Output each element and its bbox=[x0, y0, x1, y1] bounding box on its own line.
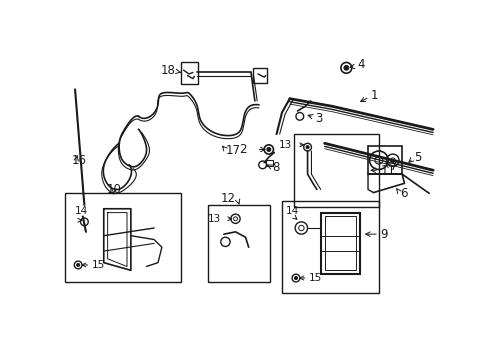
Bar bbox=[65, 193, 181, 282]
Text: 13: 13 bbox=[207, 214, 220, 224]
Bar bbox=[320, 213, 359, 274]
Text: 11: 11 bbox=[380, 164, 395, 177]
Text: 16: 16 bbox=[72, 154, 87, 167]
Bar bbox=[282, 201, 378, 293]
Text: 4: 4 bbox=[356, 58, 364, 71]
Text: 14: 14 bbox=[285, 206, 299, 216]
Bar bbox=[208, 205, 270, 282]
Bar bbox=[181, 62, 198, 84]
Text: 8: 8 bbox=[271, 161, 279, 175]
Bar bbox=[293, 134, 378, 207]
Bar bbox=[324, 216, 355, 270]
Bar bbox=[265, 160, 273, 166]
Bar bbox=[253, 68, 267, 83]
Text: 15: 15 bbox=[92, 260, 105, 270]
Bar bbox=[367, 147, 401, 174]
Circle shape bbox=[294, 276, 297, 280]
Circle shape bbox=[305, 145, 308, 149]
Text: 12: 12 bbox=[220, 192, 235, 205]
Text: 5: 5 bbox=[414, 150, 421, 164]
Text: 13: 13 bbox=[278, 140, 291, 150]
Text: 15: 15 bbox=[308, 273, 322, 283]
Text: 9: 9 bbox=[380, 228, 387, 240]
Circle shape bbox=[266, 148, 270, 152]
Text: 2: 2 bbox=[239, 143, 246, 156]
Text: 10: 10 bbox=[106, 183, 121, 196]
Text: 7: 7 bbox=[389, 160, 396, 173]
Text: 1: 1 bbox=[370, 89, 378, 102]
Text: 18: 18 bbox=[161, 64, 176, 77]
Text: 6: 6 bbox=[400, 187, 407, 200]
Circle shape bbox=[77, 264, 80, 266]
Text: 17: 17 bbox=[225, 144, 240, 157]
Text: 3: 3 bbox=[315, 112, 322, 125]
Circle shape bbox=[343, 66, 348, 70]
Text: 14: 14 bbox=[75, 206, 88, 216]
